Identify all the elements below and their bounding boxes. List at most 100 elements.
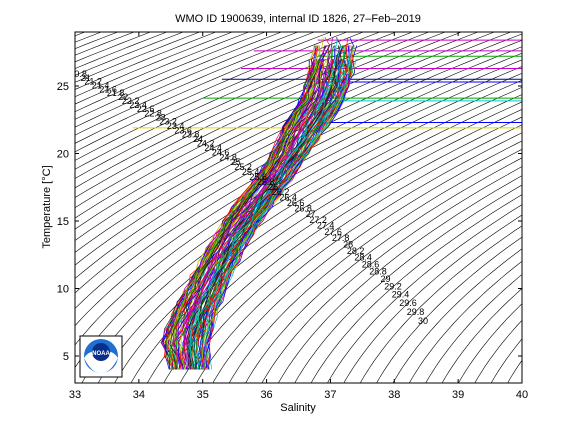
profile-line (170, 58, 320, 370)
profile-line (191, 45, 342, 370)
isopycnal-line (474, 319, 522, 383)
plot-frame (74, 31, 523, 384)
y-tick-label: 5 (63, 351, 69, 363)
y-tick-label: 20 (57, 149, 69, 161)
profile-line (173, 58, 325, 370)
isopycnal-label: 29 (380, 274, 390, 284)
profile-line (182, 37, 334, 370)
isopycnal-line (343, 214, 522, 383)
isopycnal-label: 25.8 (257, 177, 275, 187)
isopycnal-label: 22.4 (129, 100, 147, 110)
x-tick-label: 33 (69, 389, 81, 401)
profile-line (167, 58, 318, 370)
isopycnal-label: 29.4 (392, 290, 410, 300)
isopycnal-line (114, 94, 522, 383)
isopycnal-label: 27.2 (309, 215, 327, 225)
isopycnal-line (75, 32, 397, 179)
isopycnal-line (425, 274, 522, 383)
isopycnal-line (458, 303, 522, 383)
isopycnal-line (75, 32, 315, 136)
isopycnal-label: 29.6 (399, 298, 417, 308)
isopycnal-label: 25 (231, 157, 241, 167)
isopycnal-label: 29.2 (384, 282, 402, 292)
x-axis-ticks: 33 34 35 36 37 38 39 40 (69, 32, 528, 401)
logo-inner (92, 343, 110, 361)
profile-line (199, 58, 349, 370)
isopycnal-label: 28.8 (369, 267, 387, 277)
isopycnal-line (0, 32, 3, 383)
isopycnal-label: 28 (343, 239, 353, 249)
profile-line (170, 58, 320, 370)
x-tick-label: 40 (516, 389, 528, 401)
isopycnal-line (75, 32, 495, 241)
logo-bird-shape (84, 352, 118, 374)
isopycnal-line (0, 32, 20, 383)
profile-line (207, 45, 358, 370)
isopycnal-line (75, 32, 233, 98)
isopycnal-line (75, 46, 522, 294)
isopycnal-line (310, 194, 522, 383)
isopycnal-line (75, 32, 413, 189)
isopycnal-label: 25.2 (234, 162, 252, 172)
y-axis-ticks: 5 10 15 20 25 (57, 81, 522, 363)
profile-line (197, 58, 348, 370)
isopycnal-line (75, 32, 511, 253)
isopycnal-label: 27.4 (317, 221, 335, 231)
isopycnal-label: 29.8 (407, 307, 425, 317)
isopycnal-label: 23.8 (182, 130, 200, 140)
isopycnal-label: 26.2 (272, 187, 290, 197)
isopycnal-label: 23.6 (174, 125, 192, 135)
isopycnal-line (75, 32, 348, 153)
isopycnal-label: 21.8 (107, 88, 125, 98)
x-tick-label: 38 (388, 389, 400, 401)
isopycnal-line (409, 260, 522, 383)
isopycnal-label: 28.4 (354, 253, 372, 263)
chart-title: WMO ID 1900639, internal ID 1826, 27–Feb… (175, 13, 421, 25)
isopycnal-label: 26 (268, 182, 278, 192)
isopycnal-line (179, 124, 522, 383)
isopycnal-label: 21.6 (99, 84, 117, 94)
isopycnal-label: 27 (306, 209, 316, 219)
isopycnal-label: 20.8 (69, 69, 87, 79)
isopycnal-line (75, 32, 266, 112)
isopycnal-label: 24.4 (204, 143, 222, 153)
noaa-logo: NOAA (79, 335, 123, 378)
isopycnal-label: 28.6 (362, 260, 380, 270)
isopycnal-label: 26.4 (279, 193, 297, 203)
isopycnal-line (327, 204, 522, 383)
isopycnal-line (392, 248, 522, 383)
y-tick-label: 15 (57, 216, 69, 228)
isopycnal-label: 21 (81, 73, 91, 83)
y-tick-label: 25 (57, 81, 69, 93)
y-axis-label: Temperature [°C] (41, 165, 53, 248)
isopycnal-label: 27.8 (332, 233, 350, 243)
isopycnal-label: 27.6 (324, 227, 342, 237)
isopycnal-label: 23 (156, 113, 166, 123)
isopycnal-line (97, 87, 522, 383)
isopycnal-line (441, 288, 522, 383)
isopycnal-line (75, 32, 331, 144)
isopycnal-label: 24.6 (212, 148, 230, 158)
isopycnal-line (228, 148, 522, 383)
isopycnal-line (196, 132, 522, 383)
profile-line (173, 58, 325, 370)
isopycnal-line (75, 32, 167, 69)
x-tick-label: 39 (452, 389, 464, 401)
isopycnal-line (75, 32, 298, 128)
profile-line (186, 58, 337, 370)
isopycnal-line (294, 184, 522, 383)
isopycnal-line (75, 32, 364, 161)
isopycnal-labels: 20.82121.221.421.621.82222.222.422.622.8… (69, 69, 428, 326)
isopycnal-line (163, 116, 522, 383)
isopycnal-line (75, 59, 522, 327)
isopycnal-label: 25.6 (249, 172, 267, 182)
isopycnal-label: 23.2 (159, 117, 177, 127)
isopycnal-line (245, 157, 522, 383)
isopycnal-line (359, 225, 522, 383)
float-profiles (160, 37, 358, 370)
isopycnal-line (376, 236, 522, 383)
isopycnal-label: 30 (418, 316, 428, 326)
isopycnal-label: 26.8 (294, 203, 312, 213)
isopycnal-label: 26.6 (287, 198, 305, 208)
